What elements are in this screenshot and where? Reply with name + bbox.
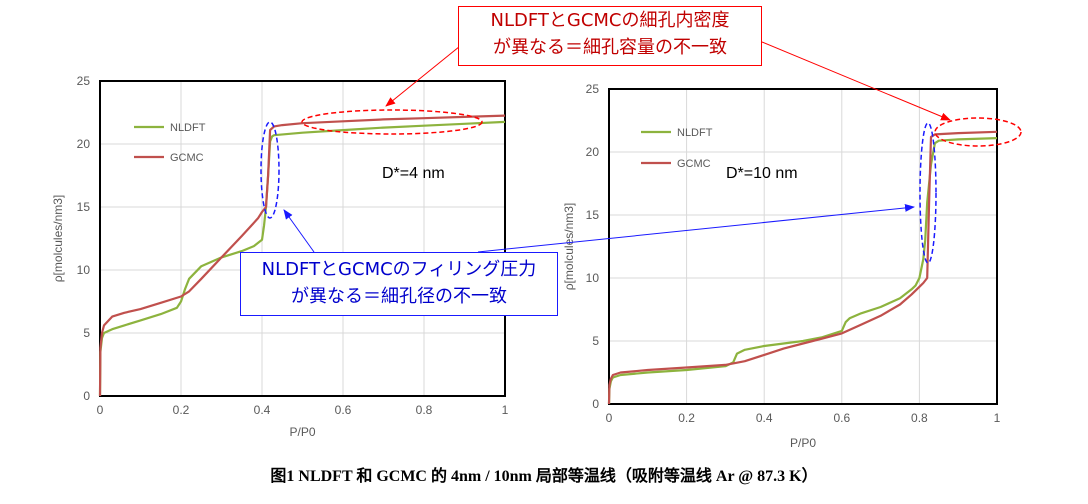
red-arrow-right — [761, 41, 951, 121]
series-line-nldft — [98, 120, 506, 397]
x-tick-label: 1 — [994, 411, 1001, 425]
x-tick-label: 0.2 — [173, 403, 190, 417]
pore-size-label: D*=4 nm — [382, 165, 445, 182]
y-axis-label: ρ[molcules/nm3] — [562, 203, 576, 291]
pore-size-label: D*=10 nm — [726, 165, 798, 182]
x-tick-label: 0.8 — [416, 403, 433, 417]
density-callout-line2: が異なる＝細孔容量の不一致 — [493, 37, 727, 58]
y-tick-label: 25 — [77, 74, 91, 88]
filling-ellipse-4nm — [260, 121, 280, 219]
chart-10nm: 0 5 10 15 20 25 0 0.2 0.4 0.6 0.8 1 P/P0 ρ[molcules/n… — [562, 82, 1001, 450]
x-tick-label: 0.4 — [254, 403, 271, 417]
plot-frame — [99, 80, 506, 397]
plot-frame — [608, 88, 998, 405]
x-tick-label: 1 — [502, 403, 509, 417]
x-tick-label: 0 — [606, 411, 613, 425]
x-tick-label: 0.4 — [756, 411, 773, 425]
y-tick-label: 20 — [586, 145, 600, 159]
filling-callout-line1: NLDFTとGCMCのフィリング圧力 — [261, 259, 537, 280]
red-arrow-left — [385, 37, 471, 107]
density-callout-box: NLDFTとGCMCの細孔内密度 が異なる＝細孔容量の不一致 — [458, 6, 762, 66]
density-ellipse-4nm — [301, 109, 483, 135]
y-tick-label: 5 — [83, 326, 90, 340]
y-tick-label: 0 — [592, 397, 599, 411]
x-tick-label: 0.6 — [335, 403, 352, 417]
filling-ellipse-10nm — [919, 122, 937, 264]
blue-arrow-right — [477, 203, 915, 253]
series-line-gcmc — [607, 130, 998, 405]
legend-label-nldft: NLDFT — [170, 122, 206, 134]
chart-4nm: 0 5 10 15 20 25 0 0.2 0.4 0.6 0.8 1 P/P0 ρ[molcules/n… — [51, 74, 509, 439]
y-tick-label: 15 — [586, 208, 600, 222]
blue-arrow-left — [283, 209, 315, 253]
filling-callout-box: NLDFTとGCMCのフィリング圧力 が異なる＝細孔径の不一致 — [240, 252, 558, 316]
y-tick-label: 20 — [77, 137, 91, 151]
legend-label-gcmc: GCMC — [677, 158, 711, 170]
y-tick-label: 10 — [586, 271, 600, 285]
x-axis-label: P/P0 — [790, 436, 816, 450]
density-callout-line1: NLDFTとGCMCの細孔内密度 — [490, 10, 730, 31]
series-line-gcmc — [98, 114, 506, 397]
y-tick-label: 5 — [592, 334, 599, 348]
legend-label-nldft: NLDFT — [677, 127, 713, 139]
x-tick-label: 0.2 — [678, 411, 695, 425]
x-tick-label: 0.6 — [833, 411, 850, 425]
x-tick-label: 0.8 — [911, 411, 928, 425]
density-ellipse-10nm — [934, 117, 1022, 147]
legend-label-gcmc: GCMC — [170, 152, 204, 164]
x-tick-label: 0 — [97, 403, 104, 417]
y-axis-label: ρ[molcules/nm3] — [51, 195, 65, 283]
series-line-nldft — [607, 137, 998, 405]
y-tick-label: 25 — [586, 82, 600, 96]
figure-caption: 图1 NLDFT 和 GCMC 的 4nm / 10nm 局部等温线（吸附等温线… — [270, 468, 818, 485]
filling-callout-line2: が異なる＝細孔径の不一致 — [291, 286, 507, 307]
y-tick-label: 15 — [77, 200, 91, 214]
y-tick-label: 10 — [77, 263, 91, 277]
y-tick-label: 0 — [83, 389, 90, 403]
x-axis-label: P/P0 — [289, 425, 315, 439]
